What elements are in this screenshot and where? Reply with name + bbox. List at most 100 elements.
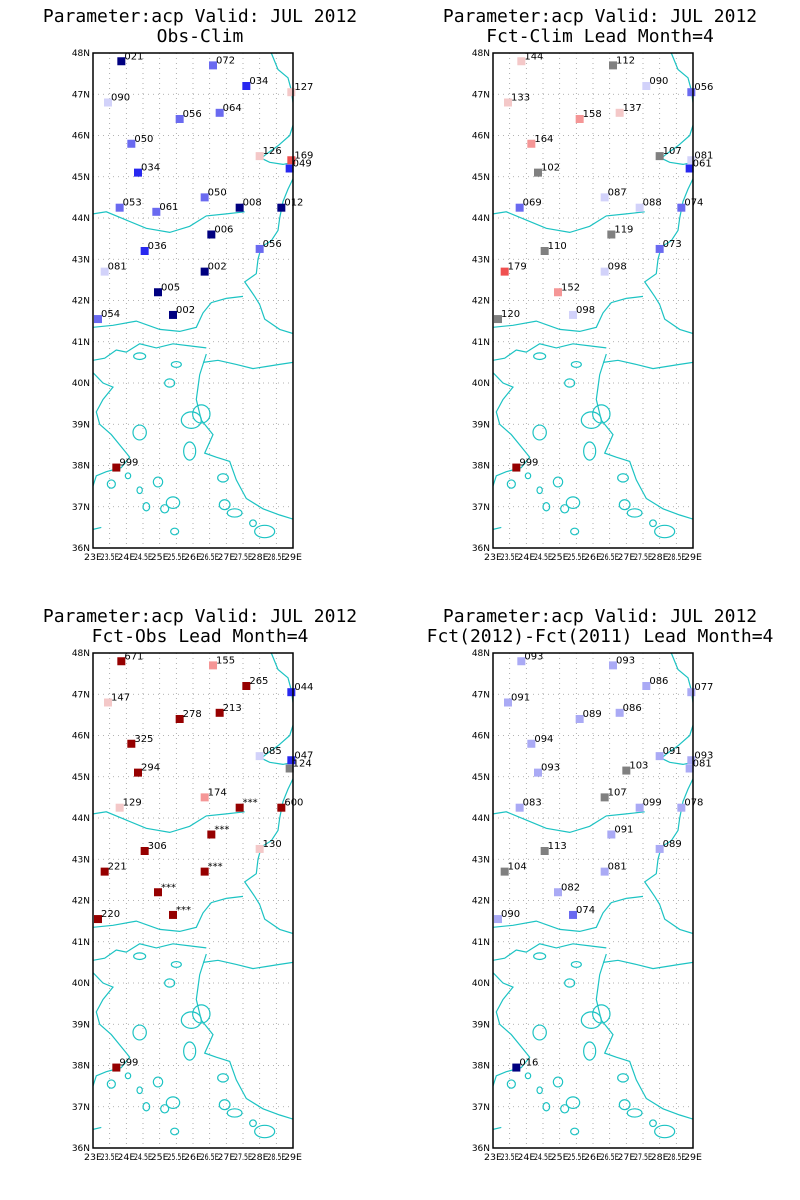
station-value-label: 110 xyxy=(548,241,567,252)
island-outline xyxy=(570,360,582,368)
station-value-label: 174 xyxy=(208,787,227,798)
station-value-label: 090 xyxy=(501,909,520,920)
map-frame xyxy=(492,652,694,1149)
coastline xyxy=(195,353,293,520)
lat-tick-label: 44N xyxy=(72,214,90,224)
lon-tick-label: 26.5E xyxy=(201,553,219,563)
station-marker xyxy=(207,830,216,839)
lon-tick-label: 26.5E xyxy=(601,553,619,563)
station-value-label: 220 xyxy=(101,909,120,920)
station-value-label: 081 xyxy=(108,262,127,273)
island-outline xyxy=(170,1127,180,1136)
station-value-label: 044 xyxy=(294,682,313,693)
station-marker xyxy=(152,207,161,216)
station-marker xyxy=(600,793,609,802)
island-outline xyxy=(506,479,516,489)
station-marker xyxy=(642,82,651,90)
map-panel-fct-obs: Parameter:acp Valid: JUL 2012 Fct-Obs Lea… xyxy=(0,600,400,1200)
island-outline xyxy=(217,473,229,483)
map-title-line1: Parameter:acp Valid: JUL 2012 xyxy=(43,6,357,27)
island-outline xyxy=(617,473,629,483)
station-marker xyxy=(255,244,264,253)
station-marker xyxy=(655,152,664,161)
station-value-label: 074 xyxy=(684,198,703,209)
island-outline xyxy=(136,1086,143,1095)
island-outline xyxy=(532,424,547,441)
lat-tick-label: 36N xyxy=(472,1144,490,1154)
station-marker xyxy=(104,98,112,107)
island-outline xyxy=(524,1072,532,1080)
island-outline xyxy=(524,472,532,480)
station-value-label: 091 xyxy=(614,825,633,836)
lon-tick-label: 28E xyxy=(251,553,269,563)
station-marker xyxy=(607,230,616,239)
map-frame xyxy=(92,652,294,1149)
island-outline xyxy=(226,508,243,518)
lat-tick-label: 38N xyxy=(72,1062,90,1072)
island-outline xyxy=(132,424,147,441)
station-value-label: 053 xyxy=(123,198,142,209)
station-value-label: 069 xyxy=(523,198,542,209)
lat-tick-label: 38N xyxy=(72,462,90,472)
island-outline xyxy=(152,1076,164,1088)
station-value-label: 144 xyxy=(524,51,543,62)
station-value-label: 099 xyxy=(643,798,662,809)
coastline xyxy=(195,953,293,1120)
lon-tick-label: 27E xyxy=(217,553,235,563)
lon-tick-label: 27.5E xyxy=(234,553,252,563)
island-outline xyxy=(183,1041,197,1061)
lat-tick-label: 39N xyxy=(472,420,490,430)
station-marker xyxy=(215,108,224,117)
lat-tick-label: 48N xyxy=(72,49,90,59)
lon-tick-label: 26E xyxy=(184,553,202,563)
station-value-label: 325 xyxy=(134,734,153,745)
station-value-label: 164 xyxy=(534,134,553,145)
map-title-line2: Obs-Clim xyxy=(157,26,244,47)
station-value-label: 081 xyxy=(694,150,713,161)
map-panel-fct2012-fct2011: Parameter:acp Valid: JUL 2012 Fct(2012)-F… xyxy=(400,600,800,1200)
coastline xyxy=(260,725,293,766)
lat-tick-label: 40N xyxy=(472,379,490,389)
island-outline xyxy=(649,519,657,528)
map-title-line1: Parameter:acp Valid: JUL 2012 xyxy=(443,6,757,27)
lat-tick-label: 43N xyxy=(72,855,90,865)
lon-tick-label: 24E xyxy=(117,1153,135,1163)
station-value-label: 002 xyxy=(176,305,195,316)
island-outline xyxy=(570,527,580,536)
station-value-label: 294 xyxy=(141,763,160,774)
island-outline xyxy=(565,1096,581,1110)
lat-tick-label: 42N xyxy=(472,297,490,307)
station-marker xyxy=(517,57,526,66)
island-outline xyxy=(532,1024,547,1041)
lat-tick-label: 42N xyxy=(72,297,90,307)
station-value-label: 093 xyxy=(541,763,560,774)
island-outline xyxy=(152,476,164,488)
station-value-label: 098 xyxy=(608,262,627,273)
station-value-label: 064 xyxy=(223,103,242,114)
lat-tick-label: 38N xyxy=(472,1062,490,1072)
coastline xyxy=(660,125,693,166)
map-title-line1: Parameter:acp Valid: JUL 2012 xyxy=(43,606,357,627)
coastline xyxy=(595,353,693,520)
station-marker xyxy=(115,803,124,812)
island-outline xyxy=(132,1024,147,1041)
map-panel-obs-clim: Parameter:acp Valid: JUL 2012 Obs-Clim 021… xyxy=(0,0,400,600)
island-outline xyxy=(592,1004,611,1024)
station-marker xyxy=(600,867,609,876)
coastline xyxy=(93,295,244,333)
station-marker xyxy=(175,715,184,723)
station-value-label: 119 xyxy=(614,225,633,236)
station-marker xyxy=(242,82,251,90)
station-value-label: 077 xyxy=(694,682,713,693)
coastline xyxy=(602,959,693,970)
lat-tick-label: 47N xyxy=(472,90,490,100)
island-outline xyxy=(626,1108,643,1118)
station-value-label: 094 xyxy=(534,734,553,745)
lon-tick-label: 25E xyxy=(151,553,169,563)
lat-tick-label: 38N xyxy=(472,462,490,472)
island-outline xyxy=(254,1124,276,1139)
lon-tick-label: 29E xyxy=(684,553,702,563)
station-value-label: 034 xyxy=(249,76,268,87)
station-value-label: 021 xyxy=(124,51,143,62)
coastline xyxy=(93,343,207,361)
